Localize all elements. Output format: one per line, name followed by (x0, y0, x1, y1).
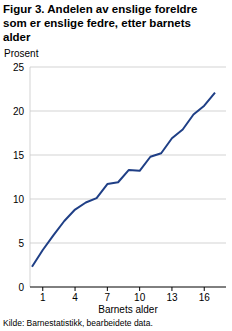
x-tick (139, 287, 140, 291)
y-tick-label: 10 (13, 194, 25, 205)
x-tick (107, 287, 108, 291)
y-range-line (30, 67, 31, 287)
x-tick-label: 16 (199, 292, 211, 303)
y-tick-label: 25 (13, 62, 25, 73)
y-tick-label: 20 (13, 106, 25, 117)
x-tick-label: 13 (166, 292, 178, 303)
title: alder (3, 31, 31, 43)
y-tick-label: 5 (18, 238, 24, 249)
y-axis-label: Prosent (4, 48, 39, 59)
x-tick-label: 4 (72, 292, 78, 303)
title: som er enslige fedre, etter barnets (3, 17, 191, 29)
x-axis (30, 287, 226, 288)
x-tick-label: 7 (105, 292, 111, 303)
x-tick (75, 287, 76, 291)
y-tick-label: 0 (18, 282, 24, 293)
x-axis-label: Barnets alder (98, 304, 158, 315)
x-tick-label: 1 (40, 292, 46, 303)
x-tick-label: 10 (134, 292, 146, 303)
grid-line (30, 243, 226, 244)
grid-line (30, 67, 226, 68)
grid-line (30, 199, 226, 200)
x-tick (204, 287, 205, 291)
title: Figur 3. Andelen av enslige foreldre (3, 3, 197, 15)
x-tick (171, 287, 172, 291)
line (32, 93, 215, 267)
y-tick-label: 15 (13, 150, 25, 161)
plot-area (32, 93, 215, 267)
x-tick (42, 287, 43, 291)
grid-line (30, 155, 226, 156)
source: Kilde: Barnestatistikk, bearbeidete data… (3, 318, 153, 328)
chart: Figur 3. Andelen av enslige foreldre som … (0, 0, 232, 331)
